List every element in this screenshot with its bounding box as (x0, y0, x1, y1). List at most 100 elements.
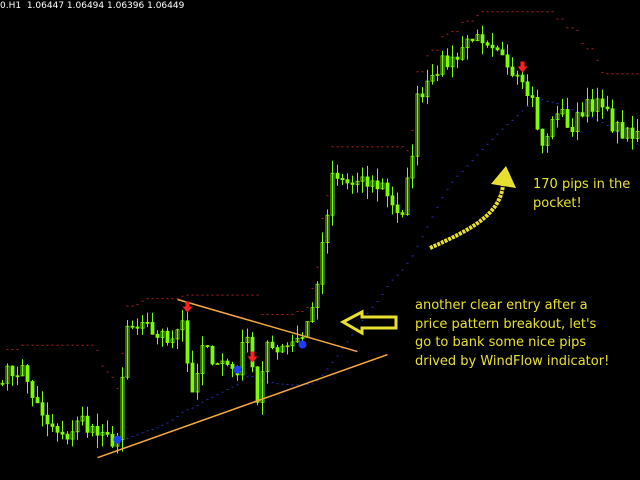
sell-arrow-icon (182, 301, 193, 313)
stop-dot (101, 365, 104, 367)
candle-body (340, 177, 345, 181)
stop-dot (266, 314, 269, 316)
trend-dot (296, 384, 299, 386)
low-value: 1.06396 (107, 1, 145, 11)
stop-dot (156, 298, 159, 300)
trend-dot (191, 407, 194, 409)
stop-dot (26, 344, 29, 346)
trend-dot (226, 388, 229, 390)
trend-dot (356, 327, 359, 329)
candle-body (240, 342, 245, 376)
candle-body (465, 38, 470, 49)
stop-dot (136, 304, 139, 306)
stop-dot (366, 146, 369, 148)
stop-dot (116, 387, 119, 389)
stop-dot (6, 348, 9, 350)
candle-body (330, 172, 335, 216)
candle-body (505, 54, 510, 68)
stop-dot (91, 344, 94, 346)
candle-body (260, 371, 265, 403)
breakout-annotation: another clear entry after a price patter… (415, 298, 610, 369)
candle-body (430, 75, 435, 82)
trend-dot (221, 391, 224, 393)
trend-dot (511, 119, 514, 121)
candle-body (635, 130, 640, 139)
candle-body (615, 122, 620, 132)
trendline (97, 353, 388, 459)
stop-dot (346, 146, 349, 148)
candle-body (570, 126, 575, 133)
candle-body (140, 321, 145, 329)
candle-body (445, 55, 450, 68)
candle-body (295, 337, 300, 343)
candle-body (100, 431, 105, 436)
stop-dot (401, 146, 404, 148)
sell-arrow-icon (247, 351, 258, 363)
candle-body (585, 99, 590, 117)
candle-body (285, 345, 290, 348)
trend-dot (161, 424, 164, 426)
candle-body (215, 363, 220, 365)
candle-body (370, 180, 375, 187)
candle-body (255, 366, 260, 403)
candle-body (480, 34, 485, 44)
stop-dot (231, 294, 234, 296)
candle-body (225, 360, 230, 365)
candle-body (230, 364, 235, 369)
stop-dot (626, 73, 629, 75)
yellow-arrow-left (339, 309, 398, 336)
stop-dot (216, 294, 219, 296)
candle-body (580, 112, 585, 117)
yellow-arrow-up (429, 166, 516, 250)
stop-dot (271, 314, 274, 316)
candle-body (575, 112, 580, 133)
candle-body (70, 431, 75, 440)
stop-dot (196, 294, 199, 296)
close-value: 1.06449 (147, 1, 185, 11)
stop-dot (491, 11, 494, 13)
candle-body (610, 108, 615, 132)
stop-dot (146, 298, 149, 300)
trend-dot (516, 115, 519, 117)
trend-dot (171, 419, 174, 421)
trend-dot (416, 245, 419, 247)
trend-dot (131, 435, 134, 437)
stop-dot (541, 11, 544, 13)
stop-dot (576, 29, 579, 31)
candle-body (200, 345, 205, 374)
trend-dot (346, 341, 349, 343)
stop-dot (306, 307, 309, 309)
stop-dot (316, 266, 319, 268)
candle-body (535, 97, 540, 130)
trend-dot (446, 188, 449, 190)
candle-body (165, 330, 170, 343)
trend-dot (206, 398, 209, 400)
stop-dot (66, 344, 69, 346)
candle-body (490, 44, 495, 49)
stop-dot (636, 73, 639, 75)
symbol-period: 0.H1 (0, 1, 22, 11)
trend-dot (401, 269, 404, 271)
buy-dot-icon (233, 365, 242, 374)
trend-dot (571, 109, 574, 111)
candle-body (30, 381, 35, 398)
stop-dot (111, 376, 114, 378)
trend-dot (466, 165, 469, 167)
stop-dot (516, 11, 519, 13)
stop-dot (606, 73, 609, 75)
trend-dot (366, 312, 369, 314)
stop-dot (561, 18, 564, 20)
candle-body (375, 180, 380, 190)
trend-dot (276, 383, 279, 385)
stop-dot (471, 20, 474, 22)
stop-dot (221, 294, 224, 296)
trend-dot (591, 117, 594, 119)
stop-dot (46, 344, 49, 346)
trend-dot (461, 170, 464, 172)
candle-body (525, 81, 530, 97)
candle-body (400, 212, 405, 215)
candle-body (470, 38, 475, 42)
trend-dot (636, 143, 639, 145)
